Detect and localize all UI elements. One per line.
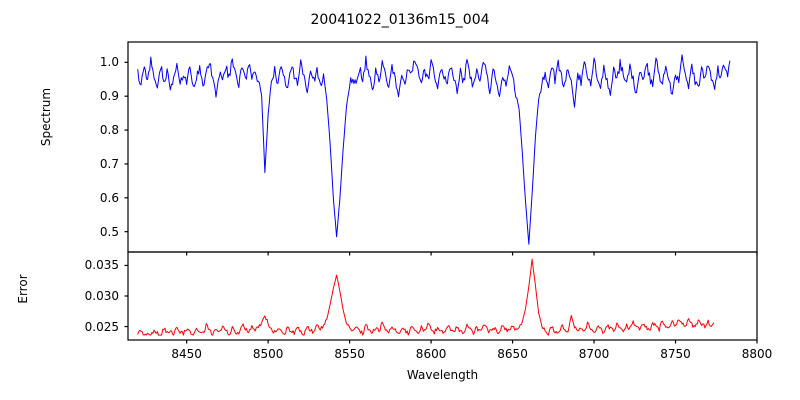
error-y-tick-label: 0.030 <box>84 289 119 303</box>
x-tick-label: 8500 <box>252 347 284 361</box>
page-title: 20041022_0136m15_004 <box>310 12 490 28</box>
error-y-tick-label: 0.035 <box>84 258 119 273</box>
x-tick-label: 8550 <box>334 347 365 361</box>
x-tick-label: 8450 <box>171 347 202 361</box>
x-tick-label: 8600 <box>415 347 447 361</box>
spectrum-y-tick-label: 0.7 <box>99 156 119 171</box>
x-tick-label: 8650 <box>497 347 528 361</box>
spectrum-y-tick-label: 1.0 <box>99 55 119 70</box>
spectrum-y-tick-label: 0.8 <box>99 123 119 138</box>
spectrum-data-line <box>137 54 731 245</box>
error-y-tick-label: 0.025 <box>84 319 119 334</box>
x-tick-label: 8800 <box>741 347 773 361</box>
spectrum-y-tick-label: 0.6 <box>99 190 119 205</box>
spectrum-y-tick-label: 0.5 <box>99 224 119 239</box>
x-tick-label: 8750 <box>660 347 691 361</box>
error-data-line <box>137 258 715 336</box>
x-tick-label: 8700 <box>578 347 610 361</box>
x-axis-label: Wavelength <box>406 368 479 382</box>
spectrum-y-tick-label: 0.9 <box>99 89 119 104</box>
